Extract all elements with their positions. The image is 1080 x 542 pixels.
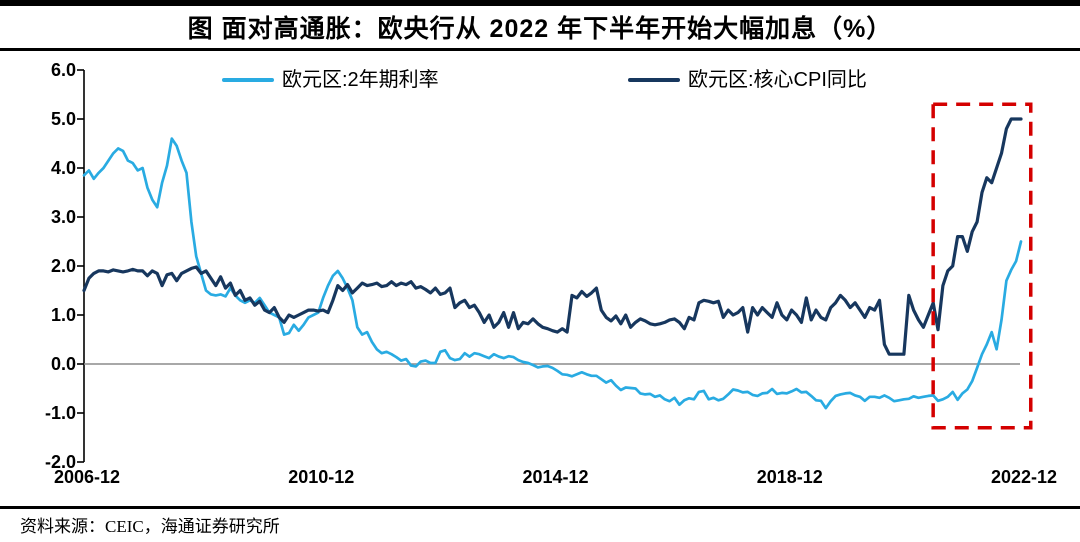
y-tick-label: 1.0	[50, 305, 76, 325]
x-tick-label: 2006-12	[53, 467, 121, 487]
y-tick-label: 5.0	[50, 109, 76, 129]
legend-swatch-rate-line	[222, 78, 274, 82]
top-border	[0, 0, 1080, 6]
y-tick-label: 6.0	[50, 60, 76, 80]
legend-label-rate: 欧元区:2年期利率	[282, 69, 439, 91]
x-tick-label: 2010-12	[288, 467, 355, 487]
y-tick-label: 2.0	[50, 256, 76, 276]
x-tick-label: 2014-12	[522, 467, 589, 487]
legend-item-cpi: 欧元区:核心CPI同比	[628, 67, 867, 93]
core-cpi-line	[82, 117, 1023, 356]
y-tick-label: 0.0	[50, 354, 76, 374]
y-tick-label: 3.0	[50, 207, 76, 227]
legend-swatch-cpi-line	[628, 78, 680, 82]
y-tick-label: -2.0	[44, 452, 76, 472]
legend-label-cpi: 欧元区:核心CPI同比	[688, 69, 867, 91]
chart-title: 图 面对高通胀：欧央行从 2022 年下半年开始大幅加息（%）	[187, 15, 893, 43]
x-tick-label: 2018-12	[756, 467, 823, 487]
y-tick-label: 4.0	[50, 158, 76, 178]
rate-2y-line	[82, 137, 1023, 410]
highlight-dashed-box	[931, 102, 1033, 430]
x-tick-label: 2022-12	[990, 467, 1058, 487]
footer-divider	[0, 506, 1080, 509]
title-divider	[0, 48, 1080, 51]
source-note: 资料来源：CEIC，海通证券研究所	[20, 517, 280, 536]
legend-item-rate: 欧元区:2年期利率	[222, 67, 439, 93]
y-tick-label: -1.0	[44, 403, 76, 423]
